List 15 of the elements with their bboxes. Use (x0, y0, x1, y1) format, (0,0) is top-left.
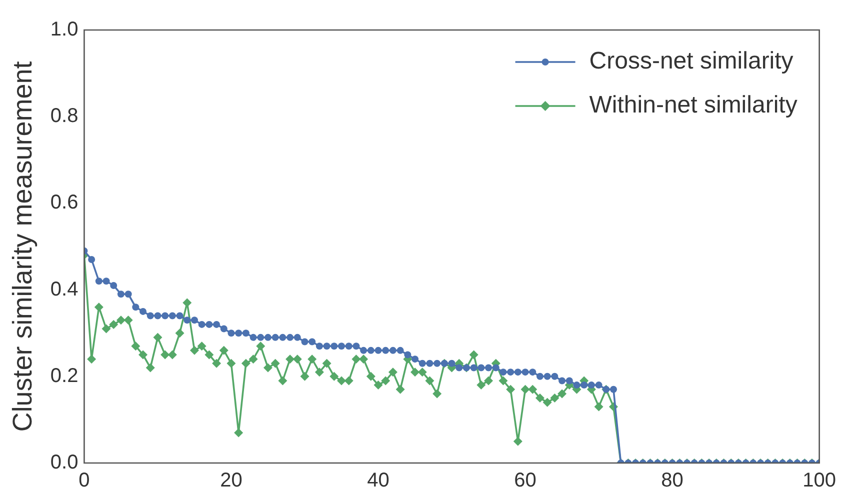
x-tick-label: 60 (514, 470, 536, 492)
y-tick-label: 0.8 (50, 105, 78, 128)
x-tick-label: 100 (802, 470, 836, 492)
y-tick-label: 1.0 (50, 18, 78, 41)
x-tick-label: 20 (220, 470, 242, 492)
legend-label: Cross-net similarity (589, 48, 794, 75)
x-tick-label: 40 (367, 470, 390, 492)
x-tick-label: 80 (661, 470, 684, 492)
legend-label: Within-net similarity (589, 92, 798, 119)
y-axis-title: Cluster similarity measurement (8, 60, 38, 432)
y-tick-label: 0.4 (50, 278, 78, 300)
x-tick-label: 0 (78, 470, 90, 492)
y-tick-label: 0.6 (50, 192, 78, 214)
y-tick-label: 0.0 (50, 452, 78, 474)
y-tick-label: 0.2 (50, 364, 78, 387)
